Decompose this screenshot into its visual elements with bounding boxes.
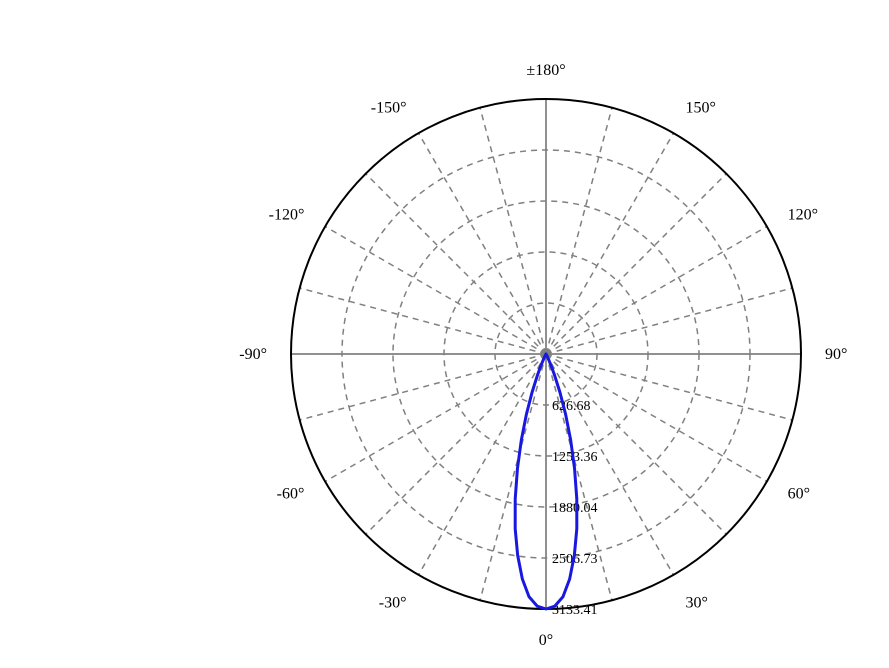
angle-label: 120° [788, 207, 818, 224]
angle-label: 150° [686, 99, 716, 116]
polar-chart: 626.681253.361880.042506.733133.410°30°6… [0, 0, 889, 668]
ring-label: 1880.04 [552, 501, 598, 516]
angle-label: 60° [788, 486, 810, 503]
ring-label: 3133.41 [552, 603, 598, 618]
angle-label: 30° [686, 595, 708, 612]
angle-label: ±180° [526, 62, 565, 79]
angle-label: -150° [371, 99, 407, 116]
ring-label: 626.68 [552, 399, 591, 414]
angle-label: -90° [239, 346, 267, 363]
angle-label: -30° [379, 595, 407, 612]
angle-label: -60° [277, 486, 305, 503]
angle-label: -120° [269, 207, 305, 224]
angle-label: 0° [539, 632, 553, 649]
angle-label: 90° [825, 346, 847, 363]
